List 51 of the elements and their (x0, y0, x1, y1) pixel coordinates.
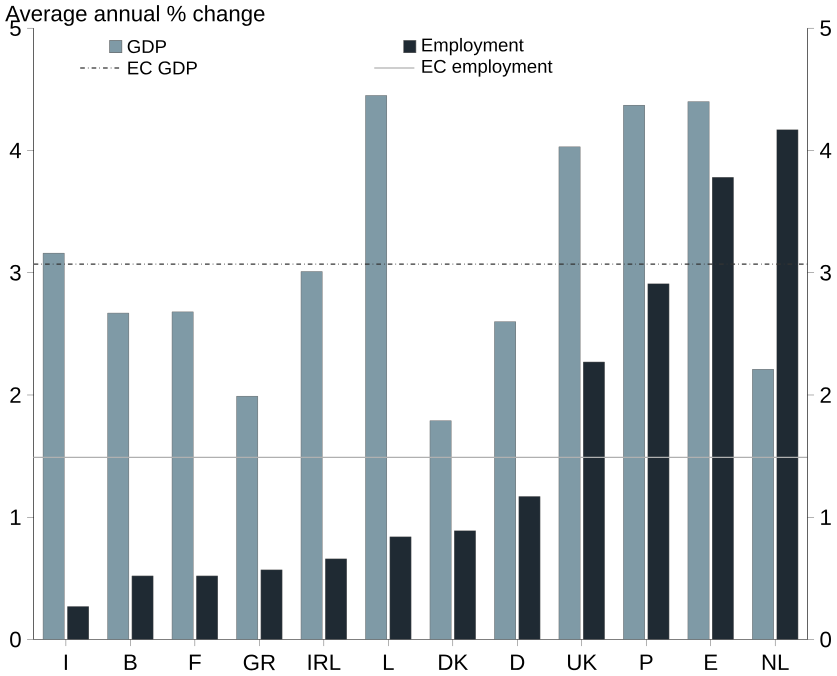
bar (623, 105, 645, 640)
bar (236, 396, 258, 640)
x-tick-label: I (64, 654, 67, 670)
bar (260, 570, 282, 640)
bar (752, 369, 774, 640)
x-tick-label: L (384, 654, 394, 670)
legend-label: Employment (422, 38, 524, 56)
legend-label: EC GDP (128, 62, 197, 75)
y-tick-label: 0 (10, 632, 21, 648)
y-tick-label: 1 (10, 510, 21, 526)
legend-label: GDP (128, 40, 166, 54)
x-tick-label: B (124, 654, 137, 670)
bar (776, 130, 798, 640)
bar (712, 177, 734, 640)
x-tick-label: D (511, 654, 524, 670)
x-tick-label: P (640, 654, 652, 670)
y2-tick-label: 2 (820, 387, 831, 403)
bar (688, 102, 710, 640)
bar (300, 272, 323, 640)
bar (196, 576, 218, 640)
x-tick-label: GR (244, 654, 275, 671)
bar (430, 420, 452, 640)
bar (558, 146, 580, 640)
y-tick-label: 3 (10, 265, 21, 281)
y-tick-label: 4 (10, 143, 21, 158)
x-tick-label: NL (762, 654, 789, 670)
x-tick-label: E (705, 654, 718, 670)
y2-tick-label: 4 (820, 143, 832, 158)
bar (107, 313, 130, 640)
y2-tick-label: 1 (821, 510, 831, 526)
x-tick-label: F (190, 654, 201, 670)
bar (42, 253, 65, 640)
bar (67, 606, 89, 640)
legend-label: EC employment (422, 60, 552, 77)
bar (365, 95, 388, 640)
y2-tick-label: 5 (820, 20, 831, 36)
y2-tick-label: 3 (820, 265, 831, 281)
y-tick-label: 2 (10, 387, 20, 403)
bar (132, 576, 154, 640)
bar (172, 312, 194, 640)
bar (325, 558, 347, 640)
bar (390, 536, 412, 640)
x-tick-label: IRL (308, 654, 340, 670)
x-tick-label: DK (439, 654, 468, 670)
bar (494, 322, 516, 640)
bar (648, 284, 670, 640)
bar (583, 362, 605, 640)
bar (454, 530, 476, 640)
x-tick-label: UK (568, 654, 597, 670)
bar (518, 496, 540, 640)
y2-tick-label: 0 (820, 632, 831, 648)
